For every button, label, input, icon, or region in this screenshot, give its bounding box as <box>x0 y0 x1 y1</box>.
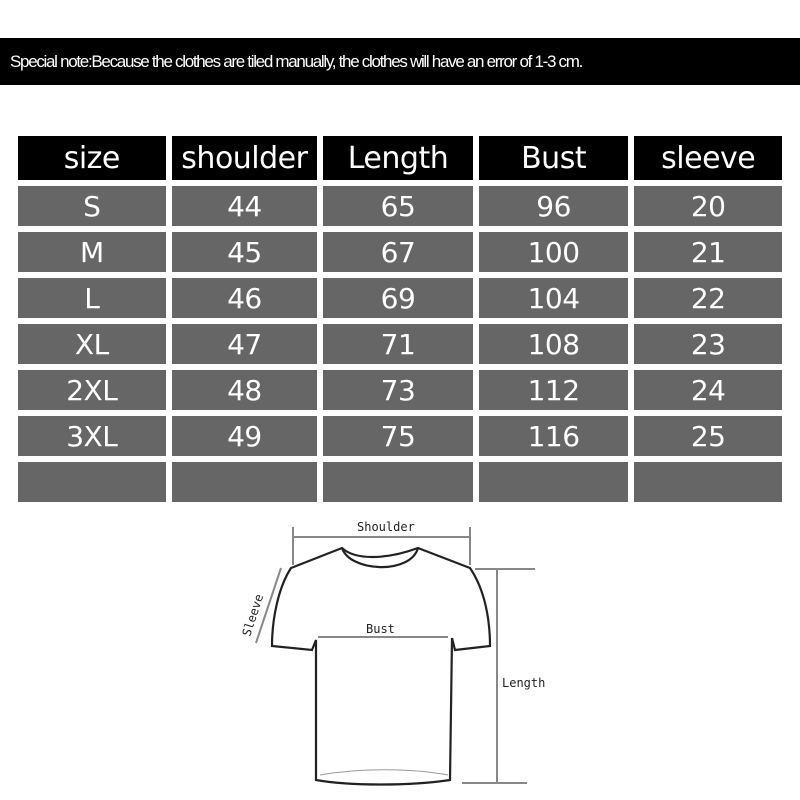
sleeve-label: Sleeve <box>240 592 267 638</box>
table-cell: 47 <box>171 324 318 364</box>
table-cell: 69 <box>323 278 473 318</box>
table-cell: 22 <box>634 278 782 318</box>
shoulder-label: Shoulder <box>357 520 415 534</box>
table-cell: L <box>18 278 166 318</box>
table-cell <box>18 462 166 502</box>
table-cell: 100 <box>478 232 629 272</box>
bust-label: Bust <box>366 622 395 636</box>
table-row: L 46 69 104 22 <box>18 278 782 318</box>
table-cell: 24 <box>634 370 782 410</box>
header-cell: Bust <box>478 136 629 180</box>
table-cell: 108 <box>478 324 629 364</box>
table-cell <box>478 462 629 502</box>
table-cell: 45 <box>171 232 318 272</box>
table-cell: 20 <box>634 186 782 226</box>
table-cell: 116 <box>478 416 629 456</box>
table-cell: S <box>18 186 166 226</box>
table-row: M 45 67 100 21 <box>18 232 782 272</box>
table-cell: 44 <box>171 186 318 226</box>
table-row: 2XL 48 73 112 24 <box>18 370 782 410</box>
table-cell: 2XL <box>18 370 166 410</box>
table-cell: 25 <box>634 416 782 456</box>
table-cell: 21 <box>634 232 782 272</box>
table-cell: M <box>18 232 166 272</box>
table-cell: 75 <box>323 416 473 456</box>
table-cell: 73 <box>323 370 473 410</box>
table-header-row: size shoulder Length Bust sleeve <box>18 136 782 180</box>
header-cell: shoulder <box>171 136 318 180</box>
table-row: S 44 65 96 20 <box>18 186 782 226</box>
special-note-banner: Special note:Because the clothes are til… <box>0 38 800 85</box>
table-cell: 46 <box>171 278 318 318</box>
size-table: size shoulder Length Bust sleeve S 44 65 96… <box>18 136 782 508</box>
header-cell: size <box>18 136 166 180</box>
table-cell <box>634 462 782 502</box>
table-row: XL 47 71 108 23 <box>18 324 782 364</box>
table-cell: 65 <box>323 186 473 226</box>
table-cell: 48 <box>171 370 318 410</box>
sleeve-measure-line <box>255 567 282 644</box>
table-row <box>18 462 782 502</box>
table-cell: 112 <box>478 370 629 410</box>
length-label: Length <box>502 676 545 690</box>
header-cell: sleeve <box>634 136 782 180</box>
table-cell: 96 <box>478 186 629 226</box>
header-cell: Length <box>323 136 473 180</box>
table-cell: 49 <box>171 416 318 456</box>
table-cell: 67 <box>323 232 473 272</box>
table-cell: 23 <box>634 324 782 364</box>
tshirt-outline <box>270 546 492 786</box>
table-row: 3XL 49 75 116 25 <box>18 416 782 456</box>
table-cell: XL <box>18 324 166 364</box>
table-cell <box>323 462 473 502</box>
table-cell: 3XL <box>18 416 166 456</box>
table-cell: 104 <box>478 278 629 318</box>
table-cell: 71 <box>323 324 473 364</box>
table-cell <box>171 462 318 502</box>
